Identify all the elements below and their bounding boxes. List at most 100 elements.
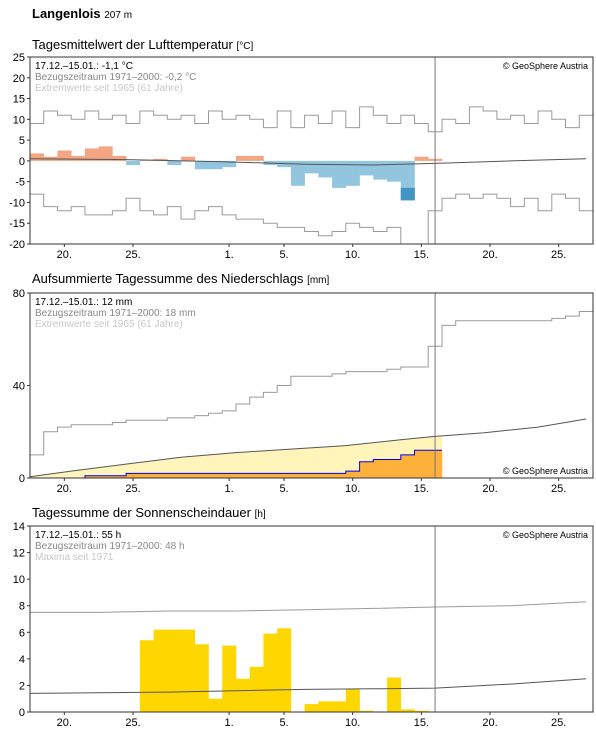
temperature-bar-cold (208, 160, 223, 170)
precipitation-reference-area (359, 443, 374, 462)
temperature-info-extremes: Extremwerte seit 1965 (61 Jahre) (35, 83, 183, 94)
sunshine-xtick-label: 10. (345, 717, 360, 729)
precipitation-reference-area (332, 446, 347, 474)
temperature-bar-warm (181, 156, 196, 161)
temperature-bar-warm (414, 156, 429, 161)
sunshine-bar (139, 640, 154, 712)
precipitation-observed-area (126, 473, 141, 478)
sunshine-unit: [h] (254, 509, 266, 520)
precipitation-reference-area (400, 439, 415, 455)
temperature-ytick-label: -5 (15, 177, 25, 189)
sunshine-title: Tagessumme der Sonnenscheindauer [h] (32, 505, 266, 520)
precipitation-observed-area (98, 475, 113, 478)
precipitation-reference-area (277, 449, 292, 474)
precipitation-reference-area (153, 459, 168, 474)
temperature-bar-cold (304, 160, 319, 174)
precipitation-observed-area (414, 450, 429, 478)
precipitation-observed-area (208, 473, 223, 478)
temperature-ytick-label: 15 (13, 94, 25, 106)
sunshine-ytick-label: 8 (19, 601, 25, 613)
temperature-bar-cold (222, 160, 237, 168)
temperature-bar-warm (235, 155, 251, 161)
precipitation-xtick-label: 20. (57, 483, 72, 495)
precipitation-reference-area (167, 458, 182, 474)
temperature-bar-warm (57, 150, 72, 161)
precipitation-observed-area (359, 461, 374, 478)
temperature-bar-warm (30, 153, 45, 161)
precipitation-reference-area (208, 454, 223, 474)
sunshine-ytick-label: 10 (13, 574, 25, 586)
sunshine-bar (318, 701, 333, 712)
temperature-xtick-label: 25. (551, 249, 566, 261)
sunshine-bar (194, 644, 209, 712)
temperature-bar-cold (126, 160, 141, 166)
precipitation-observed-area (139, 473, 154, 478)
temperature-ytick-label: 5 (19, 135, 25, 147)
precipitation-xtick-label: 25. (551, 483, 566, 495)
temperature-info-reference: Bezugszeitraum 1971–2000: -0,2 °C (35, 72, 196, 83)
temperature-bar-cold (387, 160, 402, 182)
precipitation-observed-area (290, 473, 305, 478)
precipitation-observed-area (277, 473, 292, 478)
precipitation-observed-area (400, 454, 415, 478)
temperature-xtick-label: 20. (57, 249, 72, 261)
sunshine-bar (208, 698, 223, 712)
temperature-bar-warm (71, 155, 86, 161)
precipitation-observed-area (112, 475, 127, 478)
precipitation-reference-area (30, 475, 45, 478)
precipitation-observed-area (373, 459, 388, 478)
precipitation-observed-area (318, 473, 333, 478)
station-header: Langenlois 207 m (32, 6, 132, 21)
temperature-bar-cold (359, 160, 374, 176)
precipitation-reference-area (112, 464, 127, 476)
sunshine-bar (263, 633, 278, 712)
temperature-xtick-label: 20. (482, 249, 497, 261)
temperature-copyright: © GeoSphere Austria (503, 61, 588, 71)
precipitation-xtick-label: 15. (414, 483, 429, 495)
precipitation-reference-area (304, 447, 319, 474)
precipitation-observed-area (194, 473, 209, 478)
sunshine-ytick-label: 2 (19, 680, 25, 692)
temperature-unit: [°C] (236, 41, 254, 52)
sunshine-xtick-label: 1. (225, 717, 234, 729)
precipitation-reference-area (373, 442, 388, 460)
sunshine-bar (222, 645, 237, 712)
temperature-title-text: Tagesmittelwert der Lufttemperatur (32, 37, 233, 52)
sunshine-copyright: © GeoSphere Austria (503, 530, 588, 540)
precipitation-unit: [mm] (307, 275, 330, 286)
station-name: Langenlois (32, 6, 101, 21)
temperature-ytick-label: -15 (9, 218, 25, 230)
precipitation-observed-area (249, 473, 264, 478)
precipitation-ytick-label: 80 (13, 288, 25, 300)
sunshine-bar (359, 710, 374, 712)
sunshine-info-reference: Bezugszeitraum 1971–2000: 48 h (35, 541, 185, 552)
sunshine-xtick-label: 25. (551, 717, 566, 729)
precipitation-reference-area (139, 461, 154, 474)
sunshine-bar (167, 629, 182, 712)
temperature-bar-very-cold (400, 187, 415, 201)
sunshine-ytick-label: 0 (19, 707, 25, 719)
sunshine-ytick-label: 6 (19, 627, 25, 639)
sunshine-bar (235, 678, 251, 712)
precipitation-reference-area (290, 448, 305, 474)
precipitation-reference-area (263, 450, 278, 474)
sunshine-bar (181, 629, 196, 712)
sunshine-bar (249, 666, 264, 712)
temperature-bar-warm (153, 158, 168, 161)
precipitation-reference-area (43, 473, 58, 478)
sunshine-reference-line (29, 678, 587, 694)
temperature-ytick-label: 0 (19, 156, 25, 168)
precipitation-reference-area (249, 451, 264, 474)
sunshine-xtick-label: 25. (125, 717, 140, 729)
precipitation-reference-area (222, 453, 237, 474)
temperature-title: Tagesmittelwert der Lufttemperatur [°C] (32, 37, 253, 52)
temperature-bar-cold (345, 160, 360, 186)
sunshine-bar (277, 628, 292, 712)
precipitation-ytick-label: 0 (19, 473, 25, 485)
temperature-bar-cold (167, 160, 182, 166)
temperature-info-current: 17.12.–15.01.: -1,1 °C (35, 61, 133, 72)
sunshine-bar (414, 710, 429, 712)
temperature-ytick-label: 20 (13, 73, 25, 85)
temperature-ytick-label: 25 (13, 52, 25, 64)
